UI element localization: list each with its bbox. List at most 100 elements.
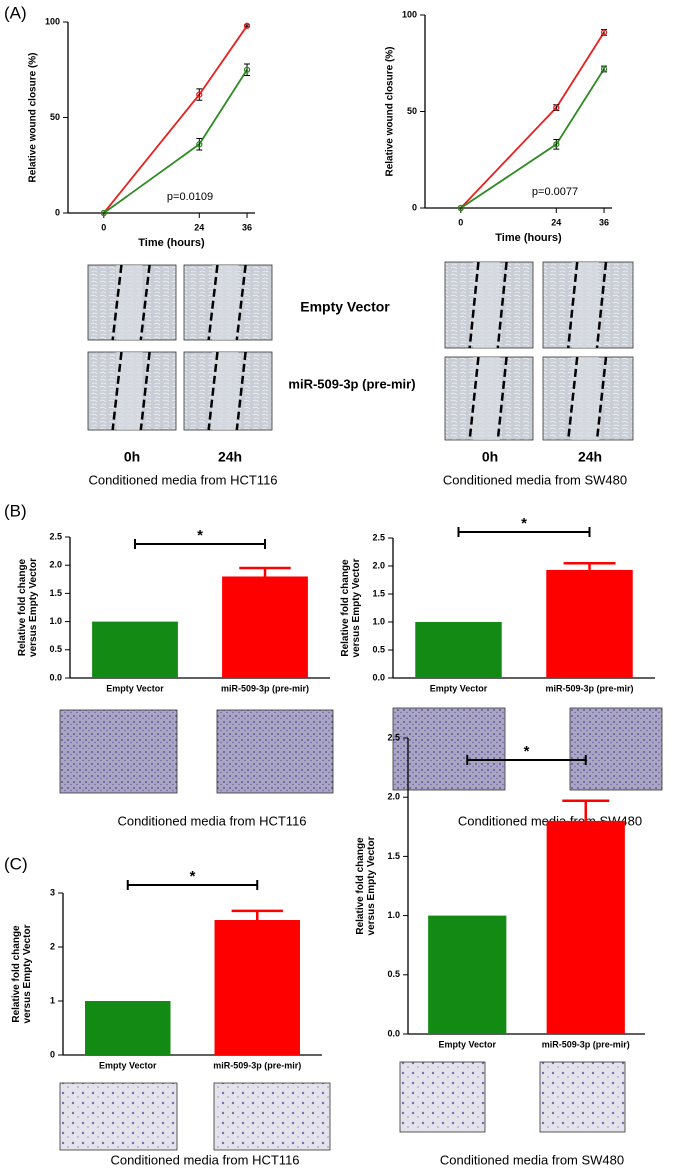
error-bar xyxy=(563,561,616,570)
y-axis-label: Relative fold change xyxy=(340,559,351,657)
y-tick-label: 0 xyxy=(50,1049,55,1059)
x-tick-label: miR-509-3p (pre-mir) xyxy=(221,683,309,693)
point xyxy=(600,29,608,36)
wound-edge xyxy=(139,264,151,341)
time-label: 0h xyxy=(482,449,498,465)
panel-label: (A) xyxy=(4,3,27,22)
caption: Conditioned media from HCT116 xyxy=(117,813,306,828)
error-bar xyxy=(244,63,251,76)
y-axis-label: versus Empty Vector xyxy=(22,924,33,1023)
y-tick-label: 1.0 xyxy=(49,616,62,626)
wound-gap xyxy=(212,265,239,340)
time-label: 24h xyxy=(218,449,242,465)
error-bar xyxy=(562,799,610,821)
wound-gap xyxy=(116,352,143,430)
y-axis-label: Relative wound closure (%) xyxy=(385,46,396,176)
wound-edge xyxy=(111,264,123,341)
y-tick-label: 0.0 xyxy=(372,672,385,682)
wound-edge xyxy=(468,356,480,441)
y-tick-label: 2.0 xyxy=(372,560,385,570)
bar xyxy=(222,576,308,678)
wound-edge xyxy=(496,261,508,349)
bar xyxy=(546,820,625,1034)
significance-bracket xyxy=(457,527,591,537)
time-label: 24h xyxy=(578,449,602,465)
micrograph xyxy=(539,1061,626,1133)
y-tick-label: 0 xyxy=(412,202,417,212)
point xyxy=(553,141,560,148)
point xyxy=(243,22,251,29)
y-tick-label: 0.5 xyxy=(387,969,400,979)
point xyxy=(100,209,107,217)
caption: Conditioned media from SW480 xyxy=(443,472,627,487)
y-tick-label: 1.5 xyxy=(372,588,385,598)
y-tick-label: 2.5 xyxy=(372,532,385,542)
annotation: p=0.0109 xyxy=(167,191,213,203)
x-tick-label: Empty Vector xyxy=(106,683,164,693)
micrograph xyxy=(216,709,334,794)
series-line xyxy=(460,31,605,209)
row-label: miR-509-3p (pre-mir) xyxy=(288,376,415,391)
y-axis-label: versus Empty Vector xyxy=(366,836,377,935)
time-label: 0h xyxy=(124,449,140,465)
micrograph xyxy=(392,707,506,791)
y-axis-label: Relative fold change xyxy=(11,925,22,1023)
wound-gap xyxy=(116,265,143,340)
error-bar xyxy=(239,566,291,577)
y-tick-label: 50 xyxy=(407,106,417,116)
wound-edge xyxy=(207,264,219,341)
y-axis-label: Relative fold change xyxy=(355,837,366,935)
y-tick-label: 2.5 xyxy=(49,531,62,541)
bar xyxy=(415,622,502,678)
wound-edge xyxy=(235,351,247,431)
error-bar xyxy=(553,138,560,150)
x-axis-label: Time (hours) xyxy=(138,237,205,249)
x-tick-label: 36 xyxy=(599,217,609,227)
panel-label: (C) xyxy=(4,854,28,873)
wound-edge xyxy=(207,351,219,431)
wound-edge xyxy=(111,351,123,431)
x-tick-label: 24 xyxy=(194,222,204,232)
x-tick-label: 24 xyxy=(551,217,561,227)
significance-bracket xyxy=(134,539,266,549)
y-tick-label: 0.5 xyxy=(49,644,62,654)
micrograph xyxy=(59,1082,178,1151)
error-bar xyxy=(196,138,203,151)
y-axis-label: Relative fold change xyxy=(17,558,28,656)
annotation: * xyxy=(524,743,530,760)
x-tick-label: Empty Vector xyxy=(99,1060,157,1070)
caption: Conditioned media from HCT116 xyxy=(110,1152,299,1167)
x-tick-label: Empty Vector xyxy=(438,1039,496,1049)
point xyxy=(600,65,608,73)
wound-edge xyxy=(595,356,608,441)
y-tick-label: 2 xyxy=(50,941,55,951)
bar xyxy=(546,569,633,678)
x-tick-label: 0 xyxy=(101,222,106,232)
annotation: * xyxy=(521,515,527,532)
micrograph xyxy=(569,707,663,791)
wound-edge xyxy=(235,264,247,341)
y-tick-label: 50 xyxy=(50,112,60,122)
wound-gap xyxy=(212,352,239,430)
wound-edge xyxy=(496,356,508,441)
y-tick-label: 1.0 xyxy=(387,910,400,920)
y-tick-label: 2.0 xyxy=(387,792,400,802)
y-tick-label: 2.5 xyxy=(387,732,400,742)
bar xyxy=(214,920,300,1055)
error-bar xyxy=(196,88,203,101)
wound-edge xyxy=(139,351,151,431)
y-tick-label: 1.5 xyxy=(387,851,400,861)
x-tick-label: Empty Vector xyxy=(430,683,488,693)
wound-edge xyxy=(566,261,579,349)
y-tick-label: 0.0 xyxy=(49,672,62,682)
point xyxy=(243,66,251,73)
point xyxy=(553,104,560,111)
y-tick-label: 2.0 xyxy=(49,560,62,570)
point xyxy=(196,141,203,148)
micrograph xyxy=(399,1061,486,1133)
row-label: Empty Vector xyxy=(300,299,390,315)
x-tick-label: miR-509-3p (pre-mir) xyxy=(545,683,633,693)
wound-edge xyxy=(566,356,579,441)
